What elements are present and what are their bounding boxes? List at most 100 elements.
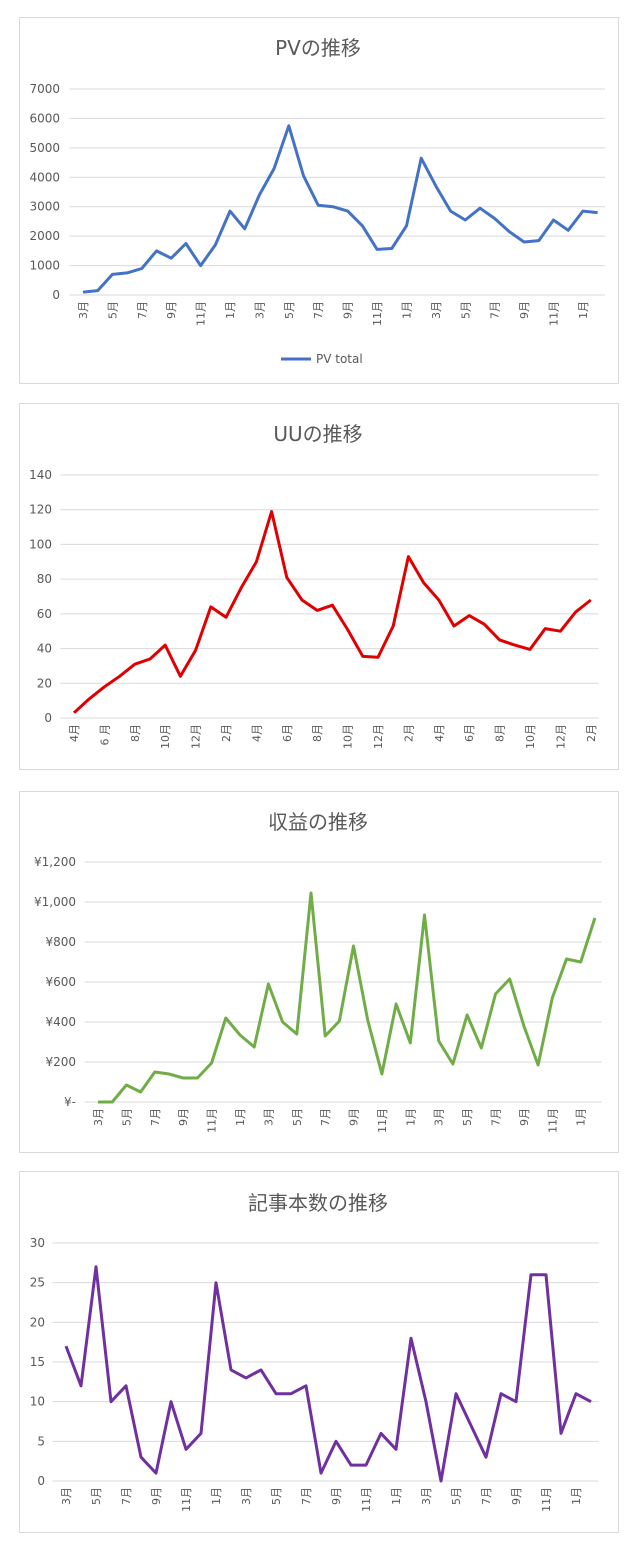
x-tick-label: 2月: [402, 724, 415, 742]
x-tick-label: 5月: [270, 1487, 283, 1505]
x-tick-label: 5月: [450, 1487, 463, 1505]
chart-frame: [19, 17, 619, 384]
x-tick-label: 6 月: [98, 724, 111, 746]
x-tick-label: 1月: [577, 301, 590, 319]
x-tick-label: 7月: [149, 1108, 162, 1126]
x-tick-label: 6月: [281, 724, 294, 742]
y-tick-label: 5: [37, 1434, 45, 1448]
y-tick-label: ¥200: [45, 1055, 76, 1069]
x-tick-label: 5月: [120, 1108, 133, 1126]
x-tick-label: 1月: [224, 301, 237, 319]
x-tick-label: 4月: [68, 724, 81, 742]
x-tick-label: 3月: [262, 1108, 275, 1126]
y-tick-label: ¥1,000: [34, 895, 76, 909]
x-tick-label: 5月: [291, 1108, 304, 1126]
x-tick-label: 10月: [524, 724, 537, 749]
x-tick-label: 1月: [210, 1487, 223, 1505]
y-tick-label: 20: [37, 676, 52, 690]
y-tick-label: 20: [30, 1315, 45, 1329]
x-tick-label: 4月: [250, 724, 263, 742]
x-tick-label: 11月: [195, 301, 208, 326]
x-tick-label: 2月: [585, 724, 598, 742]
y-tick-label: 80: [37, 572, 52, 586]
y-tick-label: 5000: [29, 141, 60, 155]
y-tick-label: 60: [37, 607, 52, 621]
x-tick-label: 5月: [283, 301, 296, 319]
x-tick-label: 12月: [554, 724, 567, 749]
x-tick-label: 1月: [570, 1487, 583, 1505]
x-tick-label: 11月: [206, 1108, 219, 1133]
chart-title: 収益の推移: [268, 810, 368, 834]
x-tick-label: 7月: [489, 301, 502, 319]
x-tick-label: 5月: [461, 1108, 474, 1126]
y-tick-label: ¥800: [45, 935, 76, 949]
x-tick-label: 9月: [348, 1108, 361, 1126]
data-line: [98, 891, 597, 1104]
chart-frame: [19, 1171, 619, 1533]
x-tick-label: 11月: [371, 301, 384, 326]
legend-label: PV total: [316, 352, 363, 366]
x-tick-label: 8月: [494, 724, 507, 742]
chart-frame: [19, 403, 619, 770]
y-tick-label: 0: [52, 288, 60, 302]
x-tick-label: 5月: [90, 1487, 103, 1505]
x-tick-label: 7月: [136, 301, 149, 319]
x-tick-label: 3月: [430, 301, 443, 319]
data-line: [64, 1265, 592, 1483]
chart-title: PVの推移: [275, 36, 361, 60]
x-tick-label: 3月: [240, 1487, 253, 1505]
x-tick-label: 11月: [540, 1487, 553, 1512]
x-tick-label: 11月: [360, 1487, 373, 1512]
y-tick-label: 10: [30, 1395, 45, 1409]
x-tick-label: 11月: [180, 1487, 193, 1512]
y-tick-label: 1000: [29, 259, 60, 273]
x-tick-label: 10月: [342, 724, 355, 749]
x-tick-label: 11月: [546, 1108, 559, 1133]
chart-frame: [19, 791, 619, 1153]
y-tick-label: 30: [30, 1236, 45, 1250]
x-tick-label: 11月: [548, 301, 561, 326]
x-tick-label: 4月: [433, 724, 446, 742]
x-tick-label: 9月: [510, 1487, 523, 1505]
y-tick-label: 100: [29, 537, 52, 551]
x-tick-label: 3月: [92, 1108, 105, 1126]
y-tick-label: ¥1,200: [34, 855, 76, 869]
x-tick-label: 7月: [120, 1487, 133, 1505]
y-tick-label: 0: [44, 711, 52, 725]
x-tick-label: 2月: [220, 724, 233, 742]
x-tick-label: 1月: [400, 301, 413, 319]
data-line: [72, 510, 592, 714]
data-line: [82, 124, 598, 294]
x-tick-label: 9月: [518, 1108, 531, 1126]
x-tick-label: 1月: [575, 1108, 588, 1126]
y-tick-label: 120: [29, 503, 52, 517]
y-tick-label: 3000: [29, 200, 60, 214]
x-tick-label: 7月: [480, 1487, 493, 1505]
x-tick-label: 12月: [190, 724, 203, 749]
y-tick-label: 6000: [29, 111, 60, 125]
x-tick-label: 8月: [311, 724, 324, 742]
x-tick-label: 10月: [159, 724, 172, 749]
y-tick-label: 4000: [29, 170, 60, 184]
x-tick-label: 12月: [372, 724, 385, 749]
x-tick-label: 7月: [490, 1108, 503, 1126]
y-tick-label: 40: [37, 642, 52, 656]
y-tick-label: ¥400: [45, 1015, 76, 1029]
y-tick-label: 15: [30, 1355, 45, 1369]
y-tick-label: 7000: [29, 82, 60, 96]
x-tick-label: 9月: [518, 301, 531, 319]
y-tick-label: ¥-: [64, 1095, 76, 1109]
x-tick-label: 7月: [312, 301, 325, 319]
x-tick-label: 9月: [330, 1487, 343, 1505]
y-tick-label: ¥600: [45, 975, 76, 989]
x-tick-label: 1月: [404, 1108, 417, 1126]
x-tick-label: 7月: [300, 1487, 313, 1505]
x-tick-label: 3月: [60, 1487, 73, 1505]
x-tick-label: 5月: [106, 301, 119, 319]
y-tick-label: 25: [30, 1276, 45, 1290]
x-tick-label: 3月: [433, 1108, 446, 1126]
x-tick-label: 1月: [234, 1108, 247, 1126]
y-tick-label: 140: [29, 468, 52, 482]
x-tick-label: 6月: [463, 724, 476, 742]
